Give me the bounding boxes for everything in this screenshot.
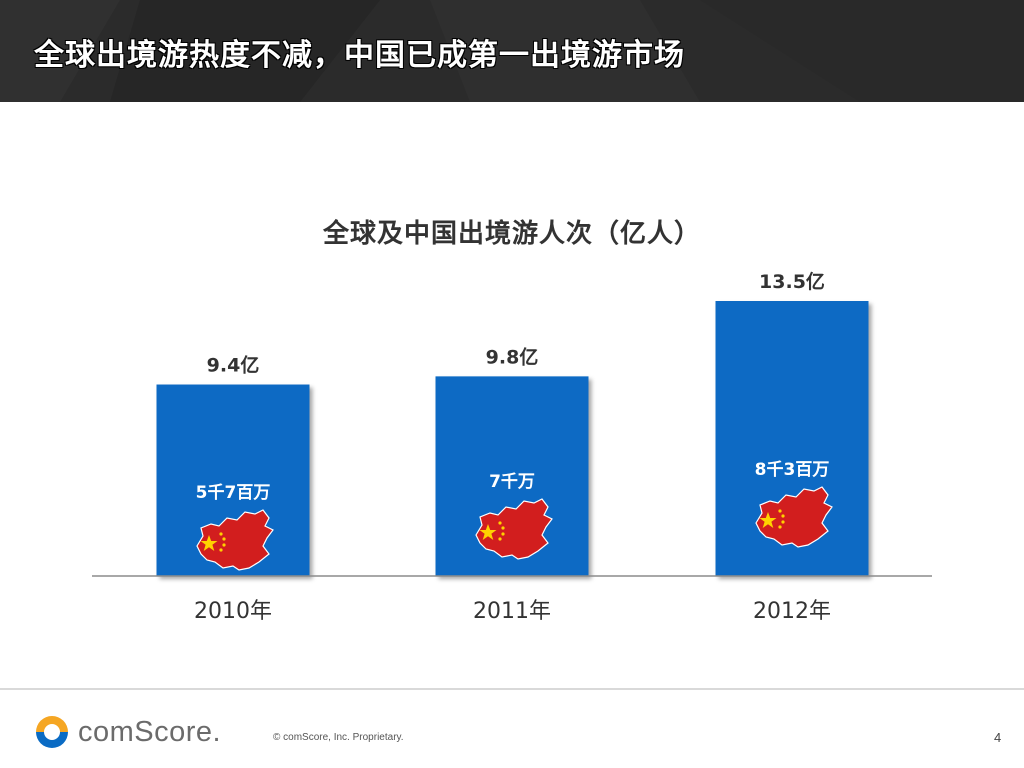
- bar-value-label: 9.4亿: [207, 354, 260, 377]
- china-flag-map-icon: [475, 498, 553, 560]
- footer-divider: [0, 688, 1024, 690]
- x-axis-tick-label: 2010年: [194, 599, 272, 624]
- chart-title: 全球及中国出境游人次（亿人）: [322, 219, 701, 249]
- bar-value-label: 13.5亿: [759, 270, 825, 293]
- china-value-label: 7千万: [489, 472, 535, 492]
- china-value-label: 5千7百万: [196, 483, 271, 503]
- bar-chart: 9.4亿 5千7百万 2010年 9.8亿 7千万 2011年 13.5亿 8千3百万 2012…: [92, 270, 932, 624]
- china-value-label: 8千3百万: [755, 460, 830, 480]
- header-bar: 全球出境游热度不减，中国已成第一出境游市场: [0, 0, 1024, 102]
- x-axis-tick-label: 2012年: [753, 599, 831, 624]
- china-flag-map-icon: [755, 486, 833, 548]
- comscore-logo: comScore.: [34, 712, 221, 752]
- header-background: [0, 0, 1024, 102]
- comscore-logo-icon: [36, 716, 68, 748]
- logo-text: comScore.: [78, 715, 222, 748]
- bar-value-label: 9.8亿: [486, 345, 539, 368]
- x-axis-tick-label: 2011年: [473, 599, 551, 624]
- copyright-text: © comScore, Inc. Proprietary.: [273, 732, 404, 743]
- page-title: 全球出境游热度不减，中国已成第一出境游市场: [34, 38, 685, 73]
- page-number: 4: [994, 730, 1002, 745]
- china-flag-map-icon: [196, 509, 274, 571]
